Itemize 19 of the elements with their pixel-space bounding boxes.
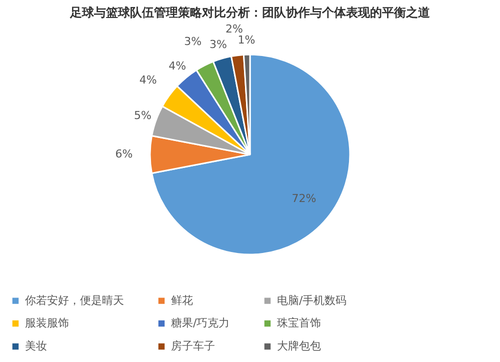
legend-label: 你若安好，便是晴天	[25, 294, 124, 307]
chart-title: 足球与篮球队伍管理策略对比分析：团队协作与个体表现的平衡之道	[69, 5, 431, 20]
data-label: 3%	[184, 35, 202, 48]
data-label: 6%	[115, 148, 133, 160]
data-label: 5%	[134, 108, 152, 122]
legend-label: 电脑/手机数码	[277, 294, 347, 307]
data-label: 3%	[209, 38, 227, 52]
data-label: 2%	[225, 22, 243, 36]
data-label: 4%	[168, 60, 186, 73]
data-label: 72%	[292, 192, 316, 206]
legend-label: 大牌包包	[277, 340, 321, 352]
data-label: 4%	[139, 73, 157, 86]
legend-label: 鲜花	[171, 294, 193, 307]
legend-label: 糖果/巧克力	[171, 316, 230, 330]
legend-label: 珠宝首饰	[277, 316, 321, 330]
data-label: 1%	[238, 34, 256, 47]
legend-label: 美妆	[25, 340, 47, 352]
legend-label: 房子车子	[171, 340, 215, 352]
legend-label: 服装服饰	[25, 316, 69, 330]
